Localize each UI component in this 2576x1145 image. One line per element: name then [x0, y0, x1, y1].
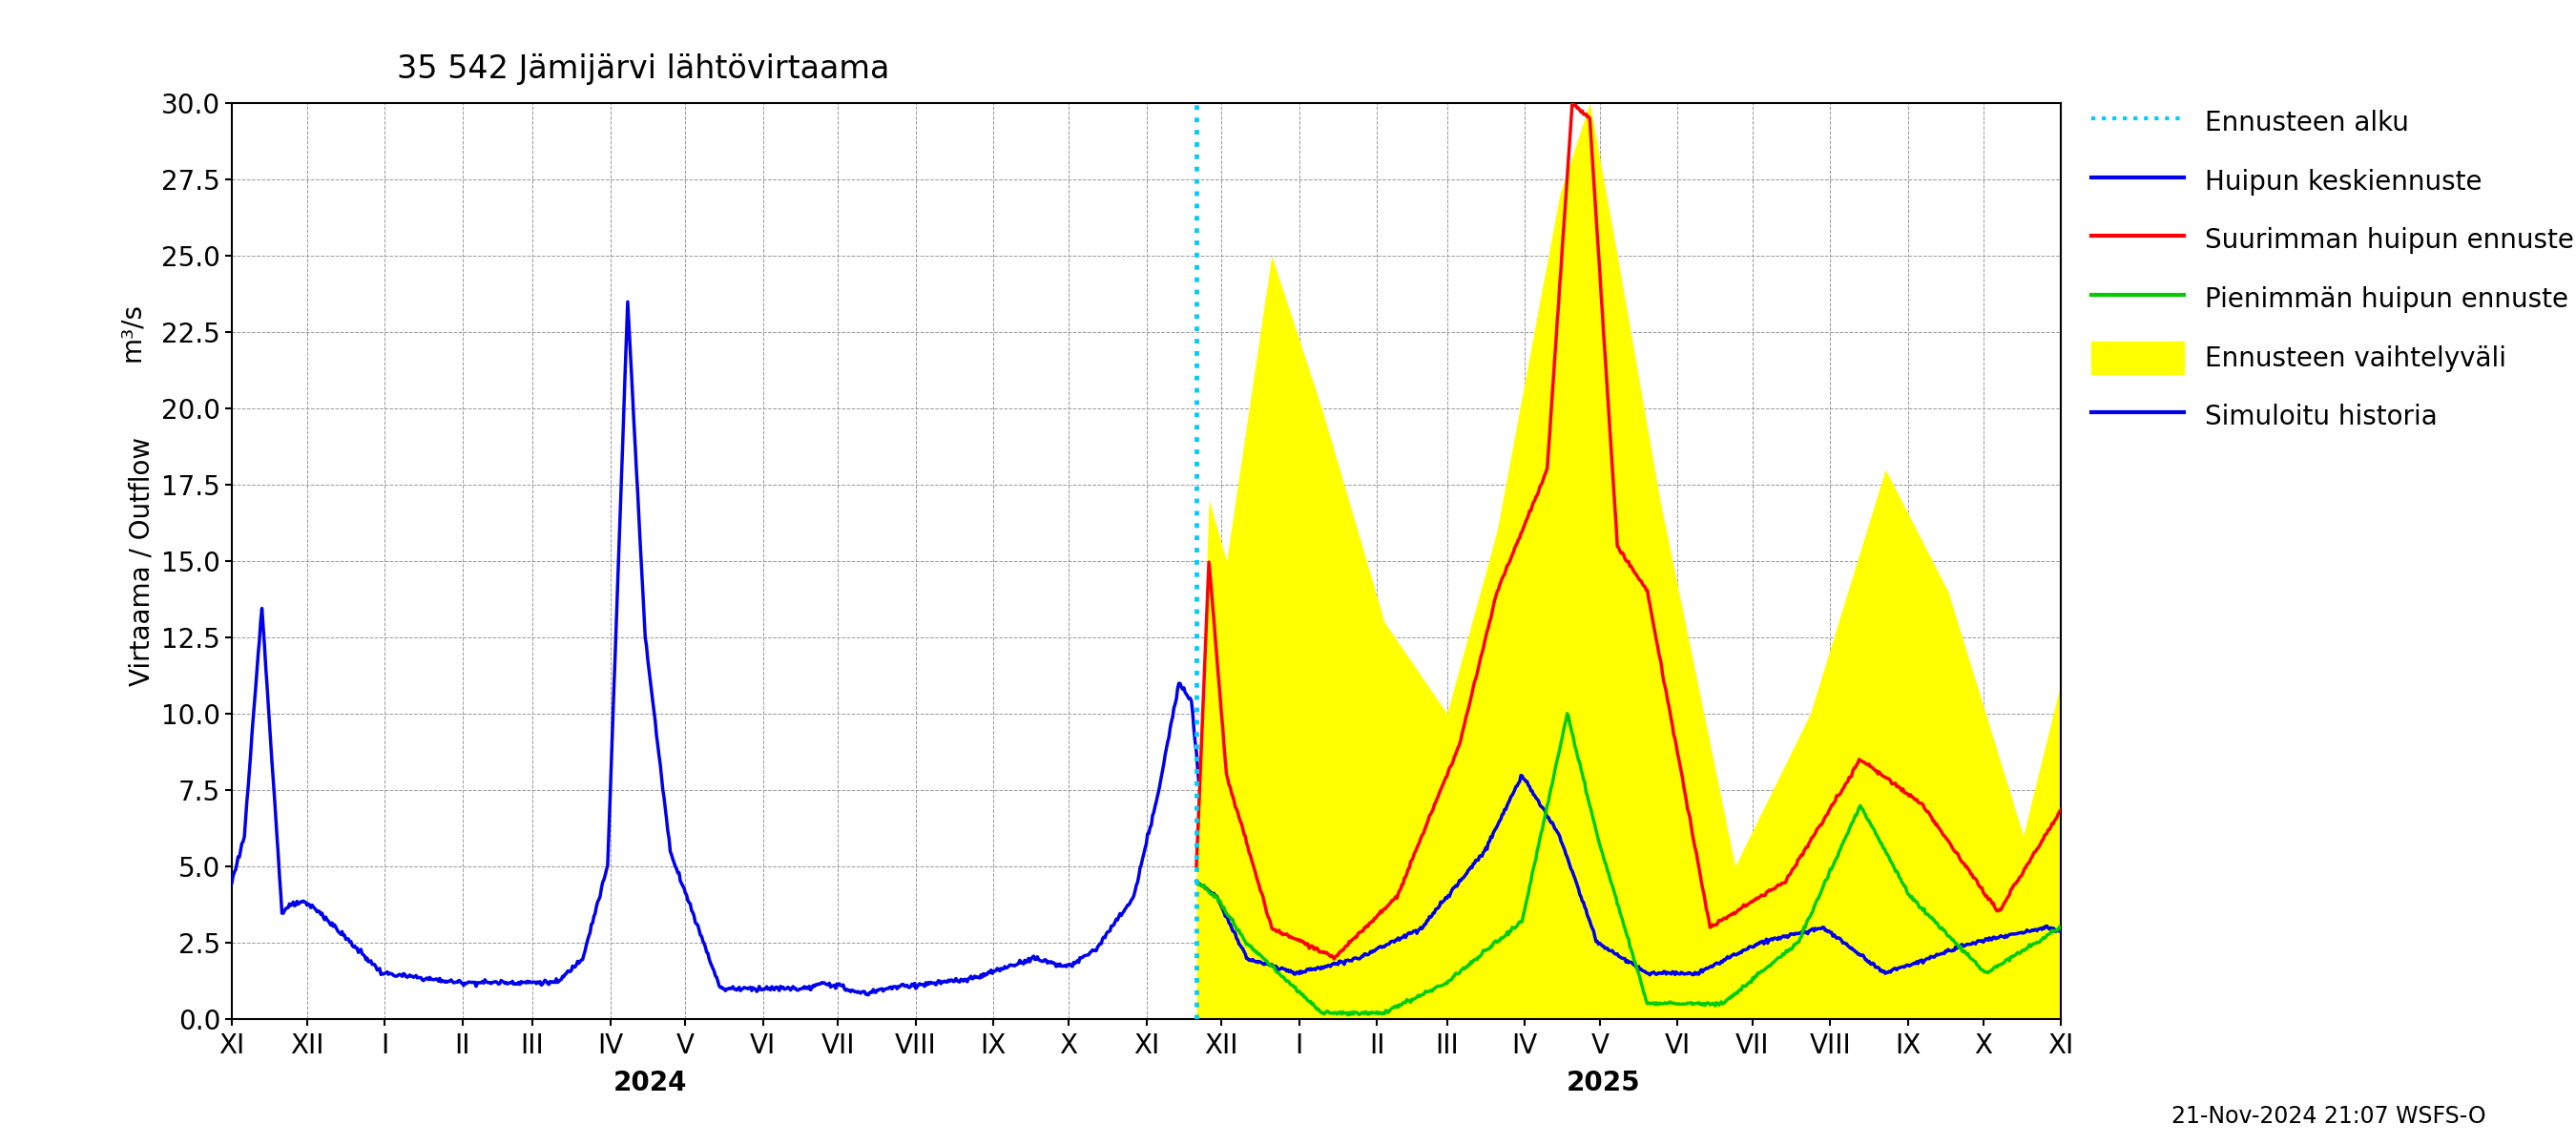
Text: 2025: 2025: [1566, 1069, 1641, 1096]
Text: m³/s: m³/s: [118, 302, 144, 362]
Text: 2024: 2024: [613, 1069, 688, 1096]
Text: 21-Nov-2024 21:07 WSFS-O: 21-Nov-2024 21:07 WSFS-O: [2172, 1105, 2486, 1128]
Y-axis label: Virtaama / Outflow: Virtaama / Outflow: [129, 436, 155, 686]
Text: 35 542 Jämijärvi lähtövirtaama: 35 542 Jämijärvi lähtövirtaama: [397, 53, 889, 85]
Legend: Ennusteen alku, Huipun keskiennuste, Suurimman huipun ennuste, Pienimmän huipun : Ennusteen alku, Huipun keskiennuste, Suu…: [2084, 98, 2576, 441]
